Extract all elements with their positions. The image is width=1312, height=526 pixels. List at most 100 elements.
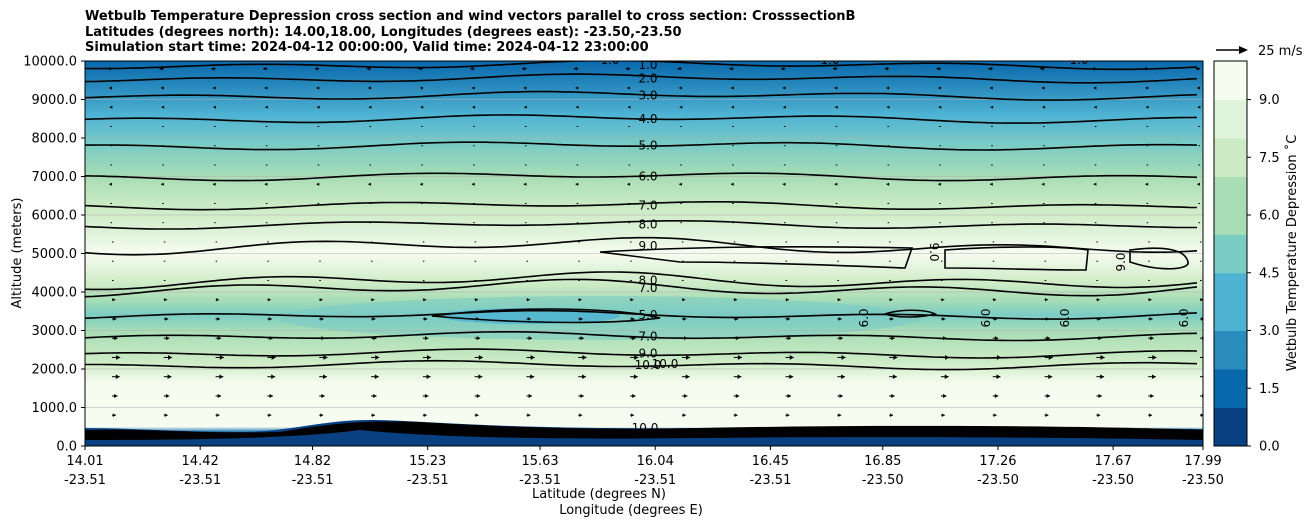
wind-vector (627, 86, 631, 90)
wind-vector (679, 105, 683, 109)
x-tick-label-lat-0: 14.01 (66, 454, 103, 469)
wind-vector-head (838, 317, 842, 321)
wind-vector-head (683, 317, 687, 321)
wind-vector-head (115, 374, 120, 380)
wind-vector (314, 66, 320, 71)
y-tick-label-3: 3000.0 (32, 324, 78, 339)
wind-vector (573, 66, 579, 71)
wind-vector-head (576, 105, 579, 109)
wind-vector-head (1145, 182, 1149, 186)
wind-vector (371, 298, 375, 302)
wind-vector (319, 393, 325, 398)
wind-vector-head (633, 374, 638, 380)
wind-vector-head (631, 317, 635, 321)
x-tick-label-lon-7: -23.50 (862, 473, 904, 488)
wind-vector-head (1093, 182, 1097, 186)
wind-vector (783, 105, 786, 109)
colorbar: 0.0 1.5 3.0 4.5 6.0 7.5 9.0 (1213, 60, 1280, 455)
wind-vector (578, 393, 584, 398)
contour-line-10 (85, 278, 1198, 298)
wind-vector-head (938, 182, 941, 186)
contour-label-12: 7.0 (638, 329, 657, 343)
wind-vector (368, 182, 372, 186)
wind-vector (889, 336, 895, 341)
wind-vector (317, 105, 320, 109)
wind-vector-head (314, 66, 318, 71)
wind-vector (422, 317, 428, 321)
colorbar-segment-17 (1214, 99, 1247, 120)
wind-vector-head (219, 374, 224, 380)
wind-vector-head (737, 355, 742, 360)
wind-vector (215, 355, 224, 360)
wind-vector (368, 86, 372, 90)
wind-vector (526, 298, 530, 302)
wind-vector-head (832, 66, 837, 71)
wind-vector-head (1149, 413, 1153, 417)
wind-vector (889, 413, 893, 417)
wind-vector (785, 374, 794, 380)
y-tick-label-9: 9000.0 (32, 93, 78, 108)
wind-vector (730, 182, 734, 186)
contour-line-9 (85, 271, 1198, 291)
wind-vector-head (734, 298, 738, 302)
wind-vector-head (994, 317, 998, 321)
wind-vector (832, 66, 838, 71)
contour-line-3 (85, 114, 1198, 124)
wind-key-label: 25 m/s (1258, 44, 1303, 59)
wind-vector (422, 298, 427, 302)
wind-vector (992, 374, 1001, 380)
wind-vector (1044, 393, 1051, 398)
wind-vector-head (269, 336, 273, 341)
wind-vector (522, 66, 527, 71)
wind-vector-head (375, 355, 380, 360)
wind-vector (782, 86, 786, 90)
wind-vector-head (1098, 336, 1102, 341)
wind-vector-head (579, 413, 583, 417)
y-tick-label-5: 5000.0 (32, 247, 78, 262)
wind-vector (472, 105, 476, 109)
wind-vector (109, 105, 113, 109)
x-tick-label-lat-3: 15.23 (409, 454, 446, 469)
wind-vector (578, 298, 582, 302)
wind-vector-head (839, 336, 843, 341)
wind-vector-head (839, 393, 843, 398)
wind-vector-head (161, 105, 165, 109)
wind-vector-head (1046, 336, 1051, 341)
title-line-3: Simulation start time: 2024-04-12 00:00:… (85, 40, 649, 55)
contour-line-4 (85, 141, 1198, 151)
colorbar-tick-label-3: 4.5 (1259, 266, 1280, 281)
colorbar-tick-label-0: 0.0 (1259, 440, 1280, 455)
wind-vector (677, 66, 682, 71)
wind-vector-head (632, 336, 636, 341)
wind-vector (679, 86, 682, 90)
wind-vector-head (165, 393, 170, 398)
isolated-contour-label-9: 1.0 (820, 53, 839, 67)
wind-vector-head (679, 105, 683, 109)
contour-line-5 (85, 172, 1198, 182)
wind-vector (1044, 374, 1053, 380)
wind-vector (1200, 376, 1203, 378)
wind-vector (627, 182, 631, 186)
wind-vector (889, 355, 898, 360)
wind-vector-head (522, 66, 526, 71)
wind-vector-head (164, 298, 168, 302)
colorbar-segment-18 (1214, 80, 1247, 100)
wind-vector (835, 105, 838, 109)
wind-vector (112, 355, 121, 360)
wind-vector (1044, 336, 1051, 341)
colorbar-segment-12 (1214, 195, 1247, 216)
wind-vector-head (167, 355, 173, 360)
colorbar-label: Wetbulb Temperature Depression ˚C (1284, 135, 1300, 372)
wind-vector (1093, 86, 1097, 90)
wind-vector-head (1042, 105, 1045, 109)
wind-vector (267, 317, 272, 321)
contour-label-7: 8.0 (638, 218, 657, 232)
wind-vector-head (420, 182, 423, 186)
wind-vector (161, 182, 164, 186)
wind-vector (526, 336, 532, 341)
wind-vector (576, 105, 579, 109)
wind-vector-head (476, 336, 481, 341)
wind-vector (834, 182, 838, 186)
wind-vector-head (472, 105, 476, 109)
